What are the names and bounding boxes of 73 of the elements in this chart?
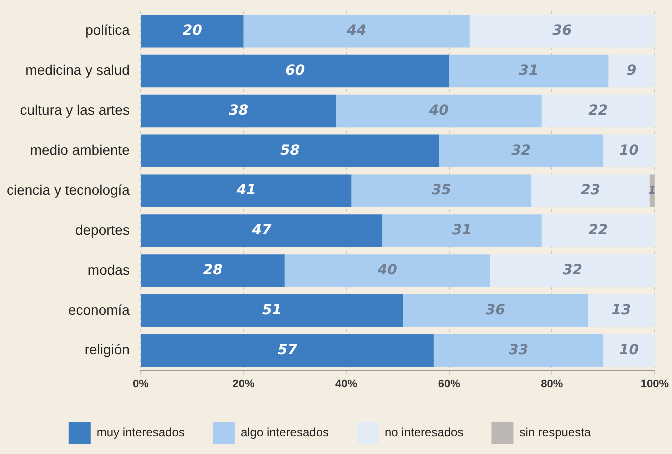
bar (336, 94, 542, 128)
bar (141, 294, 404, 328)
data-label: 31 (519, 62, 539, 79)
bar (490, 254, 655, 288)
data-label: 36 (552, 23, 572, 40)
bar (141, 334, 434, 368)
bar (542, 94, 655, 128)
data-label: 10 (619, 142, 640, 159)
data-label: 10 (619, 342, 640, 358)
legend-label: muy interesados (96, 425, 185, 440)
bar (608, 54, 655, 88)
data-label: 35 (432, 182, 452, 199)
x-tick-label: 40% (336, 378, 358, 390)
data-label: 9 (626, 62, 637, 79)
bar (439, 134, 604, 168)
data-label: 13 (612, 302, 632, 319)
data-label: 31 (452, 222, 472, 239)
bar (141, 134, 440, 168)
legend-label: algo interesados (240, 425, 330, 440)
bar (403, 294, 588, 328)
data-label: 44 (346, 23, 367, 40)
bar (532, 174, 650, 208)
data-label: 20 (182, 23, 203, 40)
x-tick-label: 100% (640, 378, 670, 390)
legend-label: no interesados (385, 425, 464, 440)
y-tick-label: religión (84, 342, 130, 358)
bar (141, 214, 383, 248)
x-tick-label: 80% (541, 378, 564, 390)
y-tick-label: modas (88, 262, 130, 278)
data-label: 38 (229, 102, 249, 119)
bar (604, 134, 655, 168)
bar (604, 334, 655, 368)
data-label: 28 (203, 262, 224, 279)
data-label: 22 (588, 102, 608, 119)
x-tick-label: 20% (232, 378, 255, 390)
data-label: 32 (512, 142, 532, 159)
bar (352, 174, 532, 208)
bar (434, 334, 604, 368)
bar (588, 294, 655, 328)
bar (141, 94, 336, 128)
data-label: 23 (580, 182, 600, 199)
data-label: 22 (588, 222, 608, 239)
bar (141, 14, 244, 48)
y-tick-label: medio ambiente (30, 142, 130, 158)
y-tick-label: política (86, 22, 130, 38)
data-label: 47 (251, 222, 272, 239)
data-label: 32 (562, 262, 582, 279)
data-label: 57 (278, 342, 298, 358)
bar (244, 14, 470, 48)
bar (449, 54, 609, 88)
x-tick-label: 60% (438, 378, 461, 390)
y-tick-label: ciencia y tecnología (6, 182, 130, 198)
x-tick-label: 0% (133, 378, 150, 390)
y-tick-label: deportes (75, 222, 130, 238)
data-label: 36 (486, 302, 506, 319)
bar (470, 14, 655, 48)
data-label: 40 (376, 262, 398, 279)
data-label: 40 (428, 102, 450, 119)
bar (542, 214, 655, 248)
data-label: 51 (262, 302, 282, 319)
legend-label: sin respuesta (520, 425, 592, 440)
bar (141, 254, 285, 288)
data-label: 41 (236, 182, 256, 199)
data-label: 33 (508, 342, 528, 358)
y-tick-label: cultura y las artes (20, 102, 130, 118)
bar (141, 174, 352, 208)
y-tick-label: medicina y salud (26, 62, 130, 78)
y-tick-label: economía (68, 302, 130, 318)
data-label: 60 (286, 62, 306, 79)
data-label: 58 (280, 142, 300, 159)
bar (141, 54, 450, 88)
bar (382, 214, 542, 248)
bar (284, 254, 490, 288)
